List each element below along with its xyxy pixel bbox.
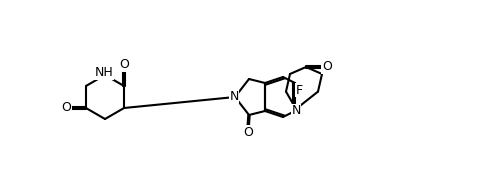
Text: O: O: [243, 126, 253, 139]
Text: F: F: [296, 83, 302, 96]
Text: N: N: [292, 105, 300, 118]
Text: N: N: [230, 90, 238, 104]
Text: O: O: [322, 61, 332, 74]
Text: O: O: [119, 58, 129, 71]
Text: NH: NH: [94, 66, 114, 79]
Text: O: O: [62, 101, 72, 114]
